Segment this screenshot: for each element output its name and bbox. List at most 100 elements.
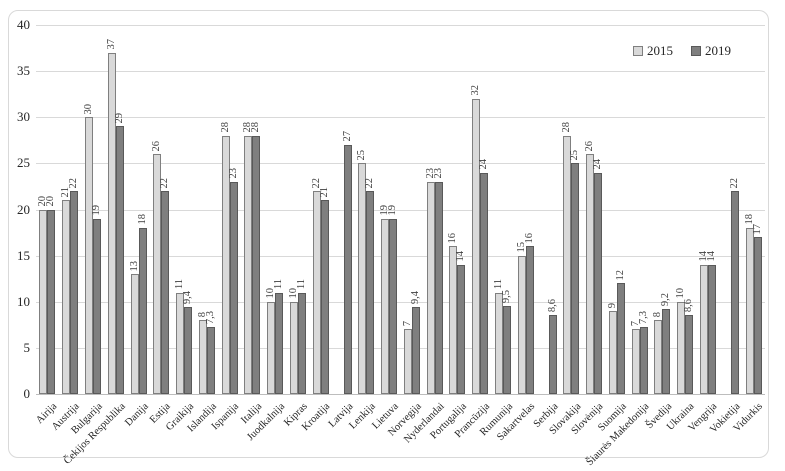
y-axis-tick-label: 5 — [23, 339, 31, 355]
bar-value-label: 7,3 — [204, 310, 216, 324]
gridline — [36, 301, 765, 303]
bar-2019 — [161, 191, 170, 394]
bar-2019 — [70, 191, 79, 394]
bar-value-label: 22 — [68, 177, 80, 189]
bar-2019 — [639, 326, 648, 394]
legend-swatch-2015 — [633, 46, 643, 56]
bar-2019 — [320, 200, 329, 394]
bar-2015 — [563, 135, 572, 394]
bar-2015 — [84, 117, 93, 394]
legend-swatch-2019 — [691, 46, 701, 56]
bar-2019 — [548, 314, 557, 394]
bar-2015 — [472, 98, 481, 394]
bar-value-label: 28 — [219, 122, 231, 133]
legend-label-2019: 2019 — [705, 43, 731, 58]
bar-2019 — [662, 309, 671, 394]
bar-value-label: 26 — [151, 140, 163, 152]
bar-value-label: 14 — [706, 251, 718, 262]
bar-value-label: 29 — [113, 112, 125, 124]
bar-2019 — [206, 326, 215, 394]
y-axis-tick-label: 15 — [17, 247, 30, 263]
bar-2015 — [244, 135, 253, 394]
bar-value-label: 8,6 — [546, 298, 558, 312]
gridline — [36, 209, 765, 211]
bar-2019 — [229, 181, 238, 394]
bar-value-label: 37 — [105, 39, 117, 50]
bar-2015 — [312, 191, 321, 394]
bar-value-label: 24 — [592, 159, 604, 170]
bar-2015 — [198, 320, 207, 394]
bar-value-label: 9,5 — [501, 290, 513, 304]
bar-2019 — [480, 172, 489, 394]
bar-2015 — [495, 292, 504, 394]
bar-2015 — [62, 200, 71, 394]
bar-value-label: 11 — [295, 279, 307, 290]
bar-2019 — [753, 237, 762, 394]
y-axis-tick-label: 40 — [17, 17, 30, 32]
y-axis-tick-label: 20 — [17, 201, 30, 217]
bar-value-label: 25 — [356, 149, 368, 161]
y-axis-tick-label: 25 — [17, 155, 30, 171]
bar-value-label: 20 — [45, 196, 57, 207]
bar-value-label: 16 — [447, 232, 459, 244]
bar-2019 — [685, 314, 694, 394]
bar-2019 — [297, 292, 306, 394]
bar-value-label: 30 — [82, 103, 94, 115]
bar-2019 — [366, 191, 375, 394]
bar-2019 — [389, 218, 398, 394]
bar-2015 — [677, 301, 686, 394]
bar-2015 — [153, 154, 162, 394]
bar-value-label: 14 — [455, 251, 467, 262]
legend: 2015 2019 — [633, 43, 731, 59]
bar-value-label: 11 — [493, 279, 505, 290]
legend-item-2019: 2019 — [691, 43, 731, 59]
bar-2019 — [47, 209, 56, 394]
bar-2015 — [130, 274, 139, 394]
bar-value-label: 23 — [227, 168, 239, 179]
bar-2015 — [631, 329, 640, 394]
bar-2019 — [525, 246, 534, 394]
bar-value-label: 7,3 — [637, 310, 649, 324]
bar-2015 — [426, 181, 435, 394]
y-axis-tick-label: 0 — [23, 386, 31, 401]
bar-2019 — [115, 126, 124, 394]
bar-value-label: 9,4 — [182, 291, 194, 305]
bar-2015 — [608, 310, 617, 394]
gridline — [36, 255, 765, 257]
bar-value-label: 16 — [523, 232, 535, 244]
legend-label-2015: 2015 — [647, 43, 673, 58]
bar-2015 — [107, 52, 116, 394]
bar-2015 — [745, 227, 754, 394]
bar-value-label: 17 — [751, 223, 763, 235]
gridline — [36, 347, 765, 349]
bar-value-label: 9,4 — [409, 291, 421, 305]
bar-2015 — [221, 135, 230, 394]
bar-value-label: 11 — [174, 279, 186, 290]
bar-value-label: 19 — [387, 205, 399, 216]
bar-2015 — [39, 209, 48, 394]
bar-value-label: 22 — [364, 177, 376, 189]
bar-2019 — [594, 172, 603, 394]
bar-2019 — [457, 264, 466, 394]
bar-2015 — [358, 163, 367, 394]
y-axis-tick-label: 30 — [17, 109, 30, 125]
bar-value-label: 8,6 — [683, 298, 695, 312]
bar-value-label: 32 — [470, 85, 482, 96]
bar-value-label: 9,2 — [660, 293, 672, 307]
bar-2015 — [700, 264, 709, 394]
gridline — [36, 71, 765, 73]
bar-value-label: 24 — [478, 159, 490, 170]
bar-2019 — [503, 306, 512, 394]
bar-2015 — [267, 301, 276, 394]
bar-2019 — [411, 307, 420, 394]
y-axis-tick-label: 35 — [17, 63, 30, 79]
bar-2019 — [730, 191, 739, 394]
bar-value-label: 22 — [159, 177, 171, 189]
bar-2015 — [289, 301, 298, 394]
bar-2015 — [176, 292, 185, 394]
y-axis-tick-label: 10 — [17, 293, 30, 309]
bar-2015 — [586, 154, 595, 394]
bar-2019 — [252, 135, 261, 394]
bar-value-label: 27 — [341, 131, 353, 142]
